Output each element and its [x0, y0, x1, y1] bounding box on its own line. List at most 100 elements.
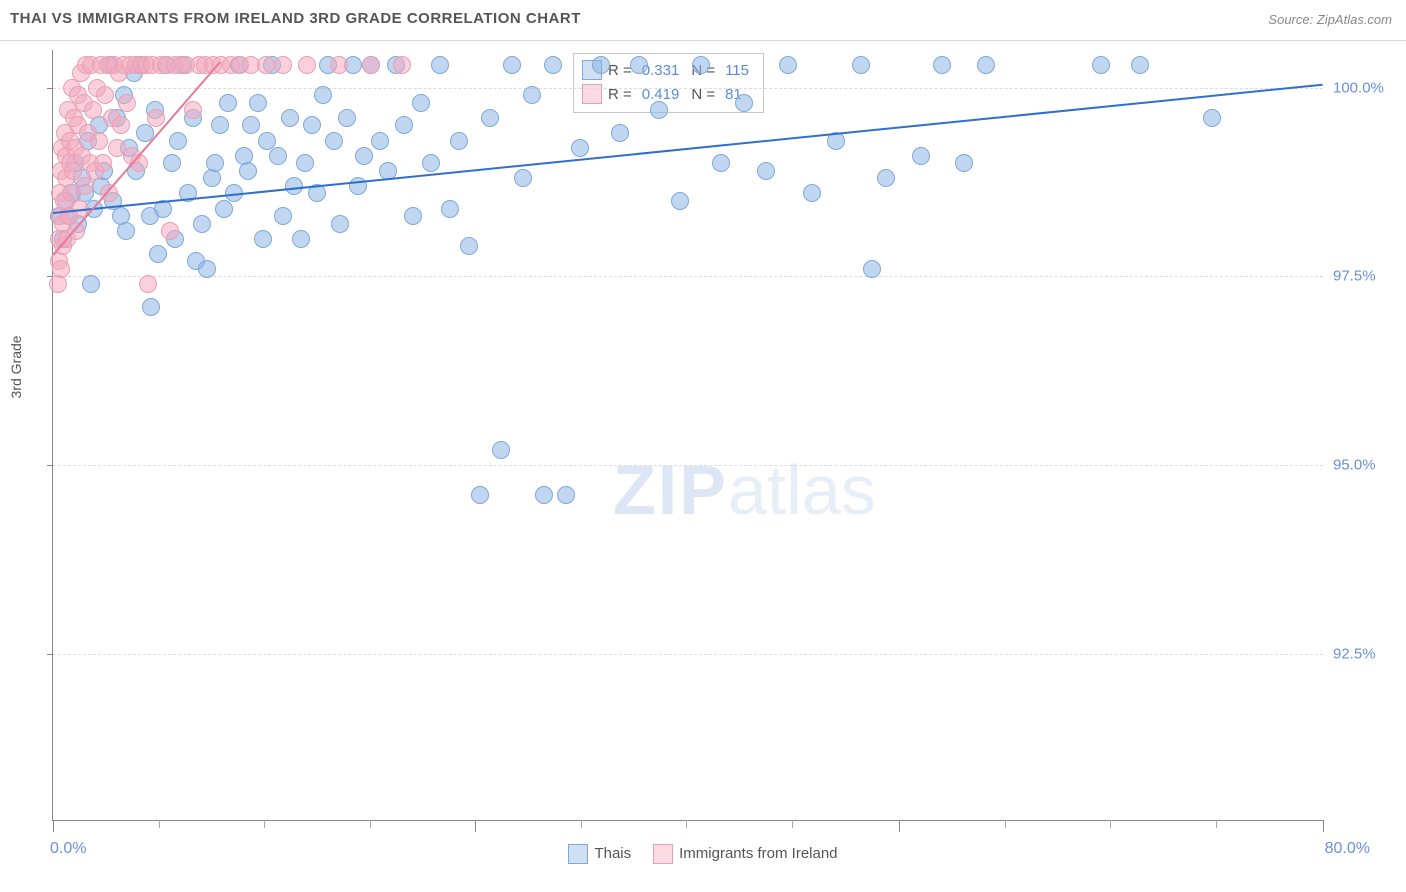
x-tick-major: [475, 820, 476, 832]
scatter-point: [139, 275, 157, 293]
scatter-point: [422, 154, 440, 172]
scatter-point: [90, 132, 108, 150]
scatter-point: [471, 486, 489, 504]
scatter-point: [441, 200, 459, 218]
scatter-point: [481, 109, 499, 127]
y-tick: [47, 88, 53, 89]
gridline-h: [53, 465, 1323, 466]
scatter-point: [757, 162, 775, 180]
scatter-point: [330, 56, 348, 74]
scatter-point: [254, 230, 272, 248]
legend-swatch-ireland: [653, 844, 673, 864]
scatter-point: [49, 275, 67, 293]
scatter-point: [877, 169, 895, 187]
scatter-point: [281, 109, 299, 127]
scatter-point: [611, 124, 629, 142]
x-tick-major: [899, 820, 900, 832]
scatter-point: [219, 94, 237, 112]
legend-item-ireland: Immigrants from Ireland: [653, 844, 837, 864]
scatter-point: [147, 109, 165, 127]
scatter-point: [523, 86, 541, 104]
x-tick-minor: [1110, 820, 1111, 828]
scatter-point: [735, 94, 753, 112]
y-tick-label: 92.5%: [1333, 645, 1376, 662]
scatter-point: [503, 56, 521, 74]
scatter-point: [112, 116, 130, 134]
scatter-point: [779, 56, 797, 74]
scatter-point: [803, 184, 821, 202]
scatter-point: [169, 132, 187, 150]
y-tick-label: 100.0%: [1333, 79, 1384, 96]
scatter-point: [671, 192, 689, 210]
scatter-point: [404, 207, 422, 225]
scatter-point: [211, 116, 229, 134]
scatter-point: [544, 56, 562, 74]
scatter-point: [206, 154, 224, 172]
scatter-point: [298, 56, 316, 74]
scatter-point: [393, 56, 411, 74]
scatter-point: [76, 177, 94, 195]
scatter-point: [84, 101, 102, 119]
scatter-point: [118, 94, 136, 112]
scatter-point: [933, 56, 951, 74]
scatter-point: [193, 215, 211, 233]
scatter-point: [460, 237, 478, 255]
scatter-point: [249, 94, 267, 112]
x-tick-minor: [581, 820, 582, 828]
scatter-plot-area: ZIPatlas R = 0.331 N = 115 R = 0.419 N =…: [52, 50, 1323, 821]
scatter-point: [1203, 109, 1221, 127]
scatter-point: [863, 260, 881, 278]
scatter-point: [450, 132, 468, 150]
legend-swatch-thais: [568, 844, 588, 864]
scatter-point: [314, 86, 332, 104]
gridline-h: [53, 88, 1323, 89]
scatter-point: [362, 56, 380, 74]
scatter-point: [296, 154, 314, 172]
scatter-point: [82, 275, 100, 293]
source-value: ZipAtlas.com: [1317, 12, 1392, 27]
scatter-point: [1092, 56, 1110, 74]
scatter-point: [64, 162, 82, 180]
scatter-point: [492, 441, 510, 459]
scatter-point: [355, 147, 373, 165]
scatter-point: [96, 86, 114, 104]
scatter-point: [514, 169, 532, 187]
n-value-thais: 115: [721, 62, 755, 79]
scatter-point: [712, 154, 730, 172]
scatter-point: [557, 486, 575, 504]
scatter-point: [977, 56, 995, 74]
scatter-point: [215, 200, 233, 218]
scatter-point: [117, 222, 135, 240]
watermark: ZIPatlas: [613, 450, 876, 530]
scatter-point: [852, 56, 870, 74]
y-tick-label: 97.5%: [1333, 268, 1376, 285]
scatter-point: [325, 132, 343, 150]
scatter-point: [650, 101, 668, 119]
x-tick-major: [1323, 820, 1324, 832]
scatter-point: [274, 56, 292, 74]
scatter-point: [303, 116, 321, 134]
gridline-h: [53, 276, 1323, 277]
scatter-point: [535, 486, 553, 504]
scatter-point: [338, 109, 356, 127]
scatter-point: [269, 147, 287, 165]
scatter-point: [1131, 56, 1149, 74]
scatter-point: [292, 230, 310, 248]
x-tick-minor: [792, 820, 793, 828]
y-tick-label: 95.0%: [1333, 457, 1376, 474]
x-tick-minor: [370, 820, 371, 828]
x-tick-minor: [1216, 820, 1217, 828]
scatter-point: [163, 154, 181, 172]
scatter-point: [198, 260, 216, 278]
source-label: Source:: [1268, 12, 1313, 27]
bottom-legend: Thais Immigrants from Ireland: [0, 844, 1406, 864]
gridline-h: [53, 654, 1323, 655]
scatter-point: [149, 245, 167, 263]
scatter-point: [412, 94, 430, 112]
legend-item-thais: Thais: [568, 844, 631, 864]
scatter-point: [203, 169, 221, 187]
scatter-point: [692, 56, 710, 74]
scatter-point: [142, 298, 160, 316]
stats-row-ireland: R = 0.419 N = 81: [582, 82, 755, 106]
scatter-point: [331, 215, 349, 233]
